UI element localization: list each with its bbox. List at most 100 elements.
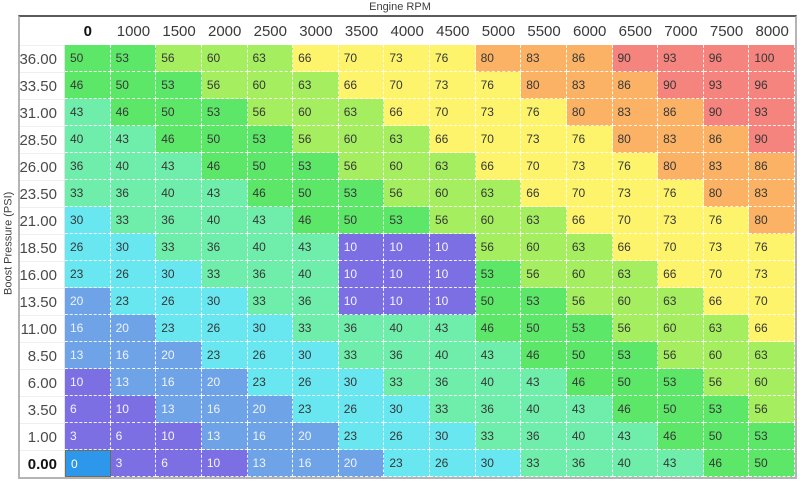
map-cell[interactable]: 86 [703,126,750,153]
map-cell[interactable]: 70 [749,288,795,315]
map-cell[interactable]: 63 [749,342,795,369]
map-cell[interactable]: 93 [703,72,750,99]
map-cell[interactable]: 66 [384,99,430,126]
map-cell[interactable]: 56 [749,396,795,423]
map-cell[interactable]: 80 [566,99,613,126]
map-cell[interactable]: 36 [110,180,157,207]
map-cell[interactable]: 76 [430,45,476,72]
map-cell[interactable]: 20 [338,450,385,477]
row-header-31.00[interactable]: 31.00 [20,99,65,126]
map-cell[interactable]: 16 [293,450,339,477]
map-cell[interactable]: 70 [475,126,522,153]
row-header-3.50[interactable]: 3.50 [20,396,65,423]
row-header-28.50[interactable]: 28.50 [20,126,65,153]
map-cell[interactable]: 30 [201,288,248,315]
map-cell[interactable]: 43 [566,396,613,423]
map-cell[interactable]: 10 [201,450,248,477]
map-cell[interactable]: 30 [110,234,157,261]
map-cell[interactable]: 50 [247,153,294,180]
map-cell[interactable]: 30 [247,315,294,342]
map-cell[interactable]: 40 [430,342,476,369]
map-cell[interactable]: 73 [430,72,476,99]
row-header-13.50[interactable]: 13.50 [20,288,65,315]
map-cell[interactable]: 16 [65,315,111,342]
map-cell[interactable]: 10 [430,288,476,315]
map-cell[interactable]: 53 [293,153,339,180]
map-cell[interactable]: 66 [658,261,704,288]
map-cell[interactable]: 40 [384,315,430,342]
map-cell[interactable]: 16 [156,369,202,396]
map-cell[interactable]: 36 [201,234,248,261]
row-header-16.00[interactable]: 16.00 [20,261,65,288]
map-cell[interactable]: 43 [110,126,157,153]
map-cell[interactable]: 23 [65,261,111,288]
map-cell[interactable]: 93 [658,45,704,72]
map-cell[interactable]: 26 [247,342,294,369]
map-cell[interactable]: 76 [749,234,795,261]
map-cell[interactable]: 60 [430,180,476,207]
map-cell[interactable]: 70 [566,180,613,207]
map-cell[interactable]: 66 [612,234,659,261]
map-cell[interactable]: 10 [338,288,385,315]
row-header-23.50[interactable]: 23.50 [20,180,65,207]
map-cell[interactable]: 53 [703,396,750,423]
map-cell[interactable]: 46 [247,180,294,207]
map-cell[interactable]: 73 [658,207,704,234]
map-cell[interactable]: 56 [703,369,750,396]
map-cell[interactable]: 80 [703,180,750,207]
map-cell[interactable]: 73 [384,45,430,72]
row-header-26.00[interactable]: 26.00 [20,153,65,180]
map-cell[interactable]: 30 [65,207,111,234]
column-header-4000[interactable]: 4000 [384,17,430,45]
map-cell[interactable]: 26 [201,315,248,342]
map-cell[interactable]: 36 [156,207,202,234]
map-cell[interactable]: 20 [247,396,294,423]
map-cell[interactable]: 26 [156,288,202,315]
map-cell[interactable]: 90 [749,126,795,153]
map-cell[interactable]: 16 [201,396,248,423]
map-cell[interactable]: 43 [156,153,202,180]
map-cell[interactable]: 96 [749,72,795,99]
map-cell[interactable]: 66 [749,315,795,342]
map-cell[interactable]: 56 [201,72,248,99]
map-cell[interactable]: 83 [703,153,750,180]
map-cell[interactable]: 73 [566,153,613,180]
map-cell[interactable]: 56 [293,126,339,153]
map-cell[interactable]: 33 [201,261,248,288]
map-cell[interactable]: 46 [65,72,111,99]
map-cell[interactable]: 33 [156,234,202,261]
map-cell[interactable]: 53 [749,423,795,450]
map-cell[interactable]: 53 [247,126,294,153]
map-cell[interactable]: 80 [658,153,704,180]
map-cell[interactable]: 40 [566,423,613,450]
map-cell[interactable]: 46 [156,126,202,153]
map-cell[interactable]: 26 [338,396,385,423]
map-cell[interactable]: 13 [201,423,248,450]
map-cell[interactable]: 6 [110,423,157,450]
map-cell[interactable]: 66 [430,126,476,153]
map-cell[interactable]: 56 [338,153,385,180]
map-cell[interactable]: 76 [521,99,567,126]
map-cell[interactable]: 30 [338,369,385,396]
map-cell[interactable]: 66 [293,45,339,72]
map-cell[interactable]: 33 [110,207,157,234]
map-cell[interactable]: 60 [703,342,750,369]
map-cell[interactable]: 70 [384,72,430,99]
map-cell[interactable]: 76 [612,153,659,180]
map-cell[interactable]: 13 [110,369,157,396]
map-cell[interactable]: 76 [566,126,613,153]
column-header-8000[interactable]: 8000 [749,17,795,45]
column-header-6000[interactable]: 6000 [566,17,613,45]
row-header-18.50[interactable]: 18.50 [20,234,65,261]
map-cell[interactable]: 90 [658,72,704,99]
map-cell[interactable]: 16 [110,342,157,369]
map-cell[interactable]: 6 [156,450,202,477]
map-cell[interactable]: 46 [110,99,157,126]
map-cell[interactable]: 20 [201,369,248,396]
map-cell[interactable]: 33 [430,396,476,423]
map-cell[interactable]: 3 [110,450,157,477]
map-cell[interactable]: 56 [384,180,430,207]
map-cell[interactable]: 26 [430,450,476,477]
map-cell[interactable]: 80 [612,126,659,153]
row-header-8.50[interactable]: 8.50 [20,342,65,369]
